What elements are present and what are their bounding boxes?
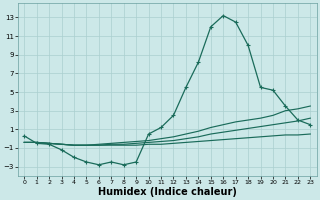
X-axis label: Humidex (Indice chaleur): Humidex (Indice chaleur): [98, 187, 237, 197]
